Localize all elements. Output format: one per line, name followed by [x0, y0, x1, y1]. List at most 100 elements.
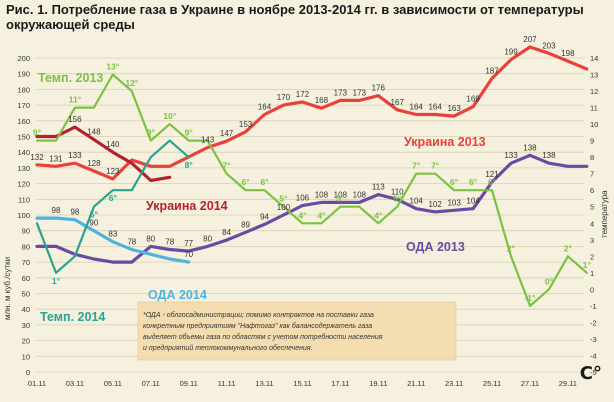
- data-label-ukraine-2013: 123: [106, 167, 120, 176]
- data-label-ukraine-2013: 170: [277, 93, 291, 102]
- data-label-ukraine-2014: 148: [87, 128, 101, 137]
- y-tick-label: 0: [26, 368, 30, 377]
- data-label-oda-2013: 133: [504, 151, 518, 160]
- data-label-ukraine-2013: 131: [49, 154, 63, 163]
- data-label-oda-2014: 83: [108, 230, 117, 239]
- data-label-temp-2013: 6°: [488, 177, 497, 187]
- series-line-oda-2013: [35, 153, 589, 264]
- data-label-ukraine-2013: 164: [428, 103, 442, 112]
- data-label-oda-2013: 84: [222, 228, 231, 237]
- x-tick-label: 23.11: [445, 379, 463, 388]
- y2-tick-label: 5: [590, 203, 594, 212]
- y2-tick-label: -5: [590, 368, 597, 377]
- legend-label-oda-2014: ОДА 2014: [148, 288, 207, 302]
- footnote-line: конкретным предприятиям "Нафтогаз" как б…: [143, 322, 372, 330]
- y-tick-label: 200: [17, 54, 30, 63]
- y-tick-label: 140: [17, 148, 30, 157]
- x-tick-label: 19.11: [369, 379, 387, 388]
- data-label-temp-2013: 5°: [393, 194, 402, 204]
- legend-label-temp-2013: Темп. 2013: [38, 71, 103, 85]
- x-tick-label: 03.11: [66, 379, 84, 388]
- data-label-oda-2013: 89: [241, 220, 250, 229]
- x-tick-label: 29.11: [559, 379, 577, 388]
- data-label-oda-2013: 110: [391, 187, 404, 196]
- data-label-temp-2013: 9°: [147, 128, 156, 138]
- x-tick-label: 15.11: [293, 379, 311, 388]
- data-label-temp-2014: 6°: [109, 193, 118, 203]
- data-label-oda-2013: 78: [165, 238, 174, 247]
- data-label-ukraine-2013: 187: [485, 66, 499, 75]
- data-label-temp-2013: 7°: [431, 161, 440, 171]
- x-tick-label: 21.11: [407, 379, 425, 388]
- data-label-ukraine-2013: 169: [466, 95, 480, 104]
- y-tick-label: 170: [17, 101, 30, 110]
- x-tick-label: 11.11: [218, 379, 236, 388]
- series-line-temp-2014: [35, 139, 190, 274]
- data-label-temp-2013: 0°: [545, 276, 554, 286]
- y2-tick-label: 8: [590, 153, 594, 162]
- data-label-temp-2013: 7°: [412, 161, 421, 171]
- y-tick-label: 100: [17, 211, 30, 220]
- y2-tick-label: -4: [590, 351, 597, 360]
- x-tick-label: 01.11: [28, 379, 46, 388]
- data-label-oda-2013: 108: [315, 190, 329, 199]
- data-label-ukraine-2014: 140: [106, 140, 120, 149]
- series-line-temp-2013: [35, 73, 588, 307]
- y-axis-title: млн. м куб./сутки: [3, 257, 12, 320]
- y2-tick-label: 12: [590, 87, 598, 96]
- data-label-oda-2014: 98: [52, 206, 61, 215]
- x-tick-label: 07.11: [142, 379, 160, 388]
- data-label-oda-2013: 100: [277, 203, 291, 212]
- data-label-ukraine-2013: 143: [201, 135, 215, 144]
- data-label-ukraine-2013: 132: [30, 153, 44, 162]
- y2-tick-label: -1: [590, 302, 597, 311]
- data-label-temp-2013: 10°: [163, 111, 176, 121]
- x-tick-label: 27.11: [521, 379, 539, 388]
- y-tick-label: 80: [22, 242, 30, 251]
- y2-tick-label: 11: [590, 104, 598, 113]
- y-tick-label: 70: [22, 258, 30, 267]
- y2-tick-label: 10: [590, 120, 598, 129]
- data-label-oda-2013: 80: [203, 234, 212, 243]
- data-label-ukraine-2013: 172: [296, 90, 310, 99]
- data-label-temp-2013: 13°: [106, 62, 119, 72]
- x-tick-label: 05.11: [104, 379, 122, 388]
- data-label-ukraine-2013: 199: [504, 48, 518, 57]
- x-tick-label: 13.11: [255, 379, 273, 388]
- y2-tick-label: -2: [590, 318, 597, 327]
- legend-label-temp-2014: Темп. 2014: [40, 310, 105, 324]
- y-tick-label: 10: [22, 352, 30, 361]
- data-label-temp-2013: 6°: [450, 177, 459, 187]
- data-label-temp-2013: 5°: [336, 194, 345, 204]
- data-label-temp-2013: 12°: [125, 78, 138, 88]
- data-label-ukraine-2013: 173: [353, 88, 367, 97]
- series-line-oda-2014: [35, 216, 191, 264]
- data-label-ukraine-2013: 164: [258, 103, 272, 112]
- data-label-ukraine-2013: 164: [410, 103, 424, 112]
- data-label-oda-2013: 80: [146, 234, 155, 243]
- data-label-oda-2013: 108: [353, 190, 367, 199]
- data-label-oda-2013: 121: [485, 170, 499, 179]
- data-label-ukraine-2013: 203: [542, 41, 556, 50]
- y2-tick-label: -3: [590, 335, 597, 344]
- data-label-ukraine-2013: 133: [68, 151, 82, 160]
- y-tick-label: 160: [17, 117, 30, 126]
- data-label-oda-2013: 108: [334, 190, 348, 199]
- data-label-temp-2013: 1°: [583, 260, 592, 270]
- data-label-oda-2013: 106: [296, 194, 310, 203]
- y-tick-label: 110: [18, 195, 30, 204]
- legend-label-oda-2013: ОДА 2013: [406, 240, 465, 254]
- data-label-temp-2013: 9°: [185, 128, 194, 138]
- data-label-temp-2013: 4°: [374, 210, 383, 220]
- y2-tick-label: 4: [590, 219, 594, 228]
- x-tick-label: 25.11: [483, 379, 501, 388]
- data-label-temp-2013: 6°: [469, 177, 478, 187]
- y-tick-label: 40: [22, 305, 30, 314]
- data-label-ukraine-2013: 168: [315, 96, 329, 105]
- data-label-oda-2013: 138: [542, 151, 556, 160]
- y2-tick-label: 1: [590, 269, 594, 278]
- data-label-ukraine-2013: 153: [239, 120, 253, 129]
- y2-tick-label: 6: [590, 186, 594, 195]
- data-label-ukraine-2013: 173: [334, 88, 348, 97]
- data-label-ukraine-2013: 207: [523, 35, 537, 44]
